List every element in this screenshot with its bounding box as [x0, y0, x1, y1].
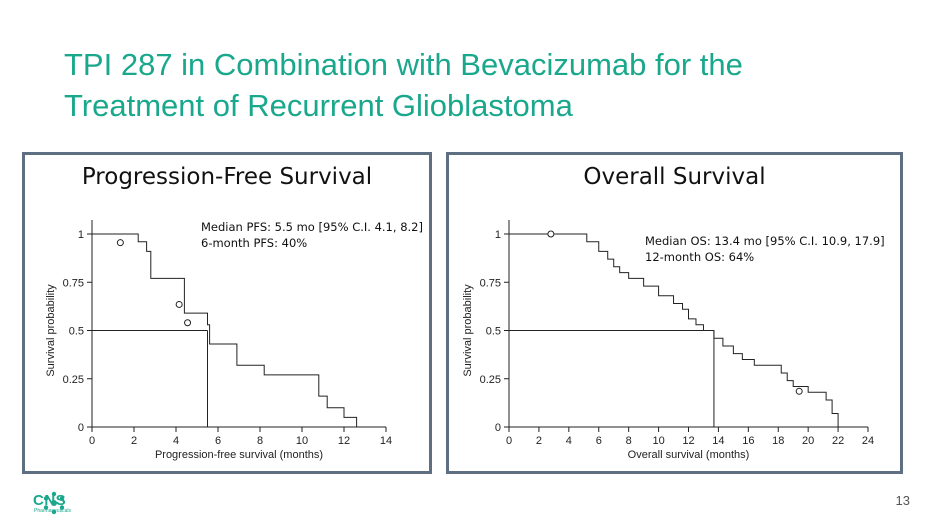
pfs-survival-curve — [92, 233, 358, 427]
cns-logo-icon — [43, 491, 65, 515]
pfs-x-tick-label: 6 — [215, 435, 221, 447]
os-median-text: Median OS: 13.4 mo [95% C.I. 10.9, 17.9] — [645, 234, 885, 248]
pfs-chart-panel: Progression-Free Survival 0 0.25 0.5 0.75 1 0… — [22, 152, 432, 474]
logo-subtext: Pharmaceuticals — [34, 508, 71, 514]
os-x-tick-label: 24 — [862, 435, 874, 447]
os-y-tick-label: 0.25 — [480, 374, 501, 386]
os-x-tick-label: 22 — [832, 435, 844, 447]
os-12month-text: 12-month OS: 64% — [645, 250, 755, 264]
os-censor-mark — [547, 230, 555, 238]
pfs-y-tick-label: 0 — [78, 422, 84, 434]
pfs-x-tick-label: 4 — [173, 435, 179, 447]
os-x-axis-label: Overall survival (months) — [628, 449, 750, 461]
pfs-x-tick-label: 2 — [131, 435, 137, 447]
os-y-tick-label: 1 — [495, 229, 501, 241]
os-y-tick-label: 0.75 — [480, 277, 501, 289]
pfs-6month-text: 6-month PFS: 40% — [201, 236, 308, 250]
os-x-tick-label: 20 — [802, 435, 814, 447]
pfs-x-axis-label: Progression-free survival (months) — [155, 449, 323, 461]
os-x-tick-label: 16 — [742, 435, 754, 447]
os-annotation: Median OS: 13.4 mo [95% C.I. 10.9, 17.9]… — [645, 233, 885, 265]
os-panel-title: Overall Survival — [583, 164, 766, 190]
os-x-tick-label: 4 — [566, 435, 572, 447]
os-survival-curve — [509, 233, 839, 427]
pfs-y-tick-label: 1 — [78, 229, 84, 241]
pfs-y-tick-label: 0.75 — [63, 277, 84, 289]
pfs-panel-title: Progression-Free Survival — [81, 164, 373, 190]
pfs-x-tick-label: 12 — [338, 435, 350, 447]
pfs-censor-mark — [184, 319, 192, 327]
pfs-y-tick-label: 0.5 — [69, 326, 84, 338]
os-x-tick-label: 6 — [596, 435, 602, 447]
pfs-x-tick-label: 8 — [257, 435, 263, 447]
os-x-tick-label: 12 — [682, 435, 694, 447]
pfs-x-tick-label: 10 — [296, 435, 308, 447]
os-y-axis-label: Survival probability — [462, 284, 474, 377]
os-x-tick-label: 18 — [772, 435, 784, 447]
pfs-censor-mark — [175, 300, 183, 308]
os-chart-panel: Overall Survival 0 0.25 0.5 0.75 1 0 2 4 6 8 10 12 1… — [446, 152, 903, 474]
pfs-x-tick-label: 0 — [89, 435, 95, 447]
os-x-tick-label: 14 — [712, 435, 724, 447]
os-x-tick-label: 0 — [506, 435, 512, 447]
pfs-censor-mark — [116, 239, 124, 247]
logo-text: CNS — [33, 492, 67, 509]
os-x-tick-label: 10 — [652, 435, 664, 447]
slide-title-line2: Treatment of Recurrent Glioblastoma — [64, 88, 573, 123]
pfs-median-text: Median PFS: 5.5 mo [95% C.I. 4.1, 8.2] — [201, 220, 423, 234]
os-y-tick-label: 0 — [495, 422, 501, 434]
pfs-x-tick-label: 14 — [380, 435, 392, 447]
slide-title-line1: TPI 287 in Combination with Bevacizumab … — [64, 47, 743, 82]
os-censor-mark — [795, 387, 803, 395]
pfs-y-tick-label: 0.25 — [63, 374, 84, 386]
os-x-tick-label: 2 — [536, 435, 542, 447]
pfs-y-axis-label: Survival probability — [45, 284, 57, 377]
slide-title: TPI 287 in Combination with Bevacizumab … — [64, 44, 904, 126]
os-x-tick-label: 8 — [626, 435, 632, 447]
pfs-annotation: Median PFS: 5.5 mo [95% C.I. 4.1, 8.2] 6… — [201, 219, 423, 251]
page-number: 13 — [895, 493, 910, 508]
os-y-tick-label: 0.5 — [486, 326, 501, 338]
